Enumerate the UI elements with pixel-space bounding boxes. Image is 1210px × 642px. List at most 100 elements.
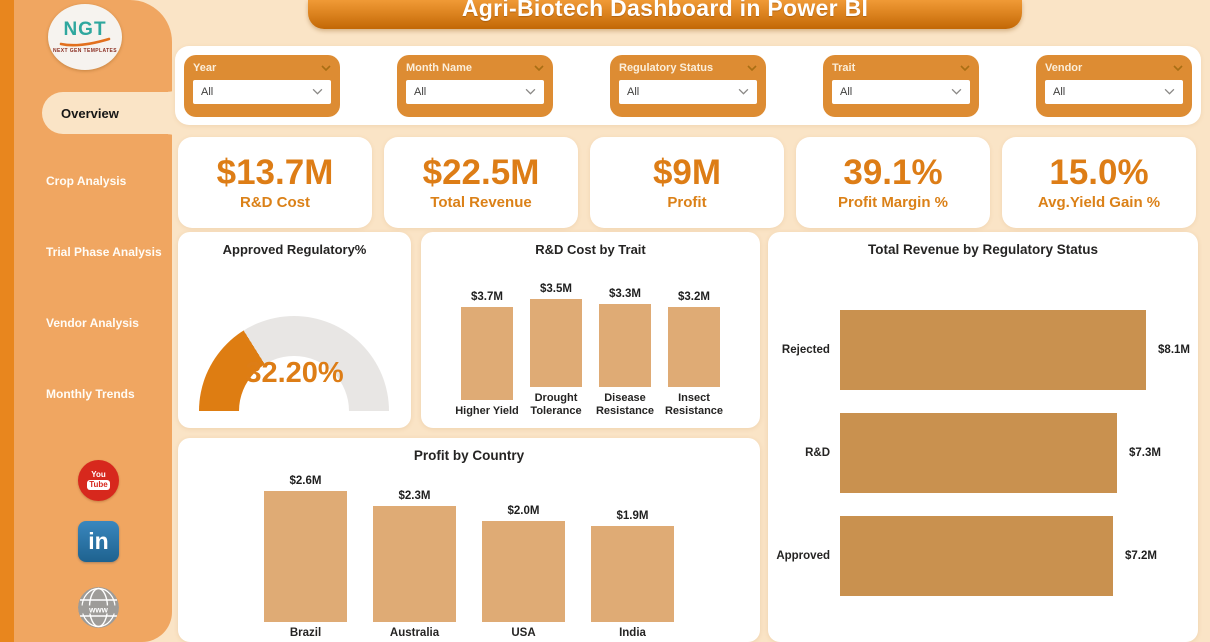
bar[interactable] — [840, 516, 1113, 596]
bar[interactable] — [530, 298, 582, 387]
logo-swoosh-icon — [59, 37, 111, 47]
left-accent-strip — [0, 0, 14, 642]
filter-month-name-header[interactable]: Month Name — [406, 62, 544, 74]
filter-regulatory-status-header[interactable]: Regulatory Status — [619, 62, 757, 74]
filter-bar: Year All Month Name All Regulatory Statu… — [175, 46, 1201, 125]
globe-graphic: www — [78, 587, 119, 628]
filter-value: All — [201, 85, 214, 98]
linkedin-icon-text: in — [88, 528, 109, 554]
website-globe-icon[interactable]: www — [78, 587, 119, 628]
filter-trait-header[interactable]: Trait — [832, 62, 970, 74]
total-revenue-by-regulatory-status-chart: Rejected $8.1M R&D $7.3M Approved $7.2M — [776, 310, 1190, 619]
bar-category-label: Rejected — [781, 344, 830, 356]
bar[interactable] — [591, 526, 674, 622]
svg-text:www: www — [88, 606, 108, 615]
kpi-profit: $9M Profit — [590, 137, 784, 228]
chevron-down-icon[interactable] — [1173, 64, 1183, 71]
chevron-down-icon[interactable] — [960, 64, 970, 71]
bar-category-label: USA — [511, 627, 536, 639]
bar-value-label: $7.3M — [1129, 447, 1161, 459]
chevron-down-icon — [312, 88, 323, 95]
filter-label: Trait — [832, 61, 856, 74]
chart-title: Approved Regulatory% — [222, 242, 367, 257]
kpi-row: $13.7M R&D Cost $22.5M Total Revenue $9M… — [178, 137, 1196, 228]
sidebar-item-trial-phase-analysis[interactable]: Trial Phase Analysis — [46, 245, 162, 259]
kpi-profit-margin: 39.1% Profit Margin % — [796, 137, 990, 228]
bar-category-label: R&D — [805, 447, 830, 459]
kpi-label: Profit Margin % — [837, 194, 948, 211]
profit-by-country-chart: $2.6M Brazil $2.3M Australia $2.0M USA $1.9M In… — [178, 468, 760, 640]
sidebar-item-monthly-trends[interactable]: Monthly Trends — [46, 387, 135, 401]
bar-value-label: $7.2M — [1125, 550, 1157, 562]
bar-column[interactable]: $2.0M USA — [482, 468, 565, 640]
youtube-icon-text: You — [91, 470, 106, 479]
filter-vendor-header[interactable]: Vendor — [1045, 62, 1183, 74]
bar-column[interactable]: $3.5M Drought Tolerance — [530, 260, 582, 418]
bar-value-label: $3.3M — [609, 287, 641, 300]
chevron-down-icon[interactable] — [747, 64, 757, 71]
filter-year-header[interactable]: Year — [193, 62, 331, 74]
bar[interactable] — [668, 306, 720, 387]
profit-by-country-card: Profit by Country $2.6M Brazil $2.3M Austra… — [178, 438, 760, 642]
youtube-icon-text: Tube — [87, 480, 110, 490]
bar-category-label: Approved — [776, 550, 830, 562]
youtube-icon[interactable]: You Tube — [78, 460, 119, 501]
filter-value: All — [414, 85, 427, 98]
sidebar: NGT NEXT GEN TEMPLATES Overview Crop Ana… — [14, 0, 186, 642]
bar-category-label: Australia — [389, 627, 440, 639]
sidebar-item-overview[interactable]: Overview — [42, 74, 186, 152]
chevron-down-icon[interactable] — [321, 64, 331, 71]
bar-row: Approved $7.2M — [776, 516, 1190, 596]
bar-category-label: India — [619, 627, 646, 639]
filter-label: Month Name — [406, 61, 472, 74]
sidebar-item-vendor-analysis[interactable]: Vendor Analysis — [46, 316, 139, 330]
filter-label: Regulatory Status — [619, 61, 714, 74]
bar-category-label: Insect Resistance — [664, 391, 724, 417]
chart-title: R&D Cost by Trait — [535, 242, 646, 257]
bar-column[interactable]: $3.2M Insect Resistance — [665, 260, 723, 418]
bar[interactable] — [839, 310, 1147, 390]
bar-category-label: Disease Resistance — [595, 391, 655, 417]
kpi-value: $9M — [652, 153, 722, 192]
bar[interactable] — [840, 413, 1117, 493]
bar-value-label: $1.9M — [616, 510, 649, 522]
kpi-value: $13.7M — [216, 153, 334, 192]
chart-title: Total Revenue by Regulatory Status — [867, 242, 1099, 257]
gauge-card: Approved Regulatory% 32.20% — [178, 232, 411, 428]
total-revenue-by-regulatory-status-card: Total Revenue by Regulatory Status Rejec… — [768, 232, 1198, 642]
bar[interactable] — [373, 506, 456, 622]
bar[interactable] — [599, 303, 651, 387]
filter-trait-dropdown[interactable]: All — [832, 79, 970, 104]
filter-value: All — [1053, 85, 1066, 98]
sidebar-item-crop-analysis[interactable]: Crop Analysis — [46, 174, 127, 188]
chevron-down-icon — [525, 88, 536, 95]
filter-vendor-dropdown[interactable]: All — [1045, 79, 1183, 104]
bar[interactable] — [264, 491, 347, 622]
filter-month-name-dropdown[interactable]: All — [406, 79, 544, 104]
filter-year-dropdown[interactable]: All — [193, 79, 331, 104]
bar-column[interactable]: $2.6M Brazil — [264, 468, 347, 640]
kpi-label: Profit — [667, 194, 707, 211]
chevron-down-icon — [1164, 88, 1175, 95]
bar[interactable] — [482, 521, 565, 622]
bar-row: R&D $7.3M — [776, 413, 1190, 493]
logo-subtext: NEXT GEN TEMPLATES — [52, 48, 118, 54]
bar-column[interactable]: $2.3M Australia — [373, 468, 456, 640]
bar[interactable] — [461, 306, 513, 400]
linkedin-icon[interactable]: in — [78, 521, 119, 562]
bar-column[interactable]: $3.3M Disease Resistance — [596, 260, 654, 418]
filter-month-name: Month Name All — [397, 54, 553, 117]
bar-category-label: Brazil — [289, 627, 322, 639]
bar-column[interactable]: $1.9M India — [591, 468, 674, 640]
kpi-rd-cost: $13.7M R&D Cost — [178, 137, 372, 228]
filter-regulatory-status-dropdown[interactable]: All — [619, 79, 757, 104]
logo-text: NGT — [63, 19, 107, 40]
gauge-value: 32.20% — [245, 357, 344, 389]
chevron-down-icon[interactable] — [534, 64, 544, 71]
bar-category-label: Drought Tolerance — [530, 391, 582, 417]
bar-value-label: $2.3M — [398, 490, 431, 502]
filter-value: All — [840, 85, 853, 98]
bar-column[interactable]: $3.7M Higher Yield — [455, 260, 519, 418]
ngt-logo: NGT NEXT GEN TEMPLATES — [48, 4, 122, 70]
